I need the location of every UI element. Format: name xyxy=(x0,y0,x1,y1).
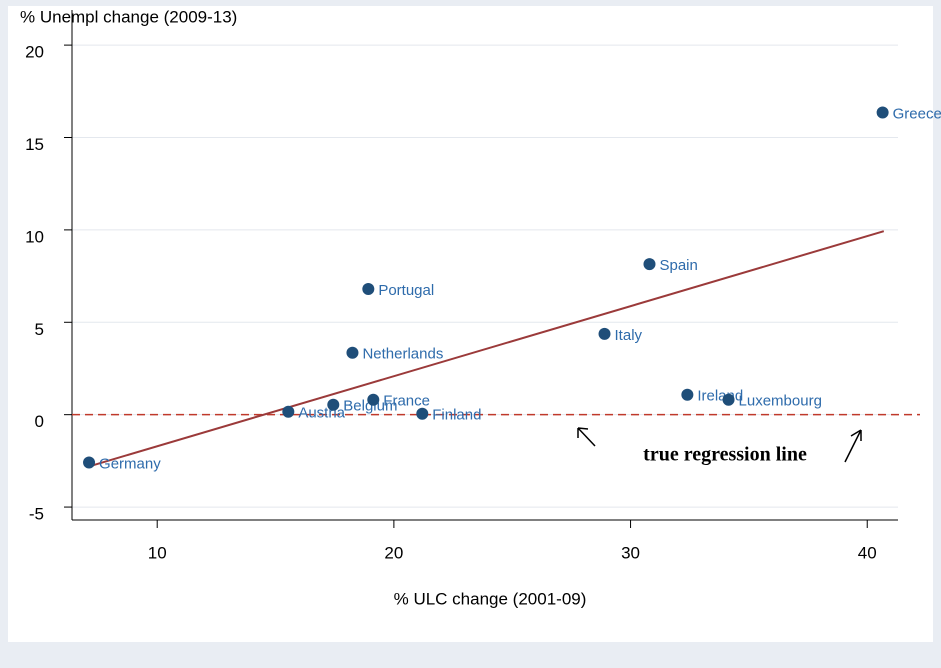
fit-line xyxy=(88,230,885,468)
point xyxy=(282,405,295,418)
y-tick-label: 10 xyxy=(25,227,44,246)
y-tick-label: 20 xyxy=(25,43,44,62)
y-axis-title: % Unempl change (2009-13) xyxy=(20,7,237,26)
point xyxy=(367,393,380,406)
y-tick-label: 0 xyxy=(35,412,44,431)
point xyxy=(83,456,96,469)
point-label: Spain xyxy=(659,257,697,274)
x-tick-label: 20 xyxy=(384,543,403,562)
point-label: Ireland xyxy=(697,388,743,405)
annotation: true regression line xyxy=(643,444,807,466)
point xyxy=(362,283,375,296)
point-label: France xyxy=(383,393,430,410)
point-label: Greece xyxy=(893,106,941,123)
y-tick-label: 5 xyxy=(35,320,44,339)
y-tick-label: -5 xyxy=(29,505,44,524)
point xyxy=(346,346,359,359)
point xyxy=(876,106,889,119)
point xyxy=(681,388,694,401)
point-label: Luxembourg xyxy=(739,393,822,410)
arrow xyxy=(577,427,596,447)
point-label: Finland xyxy=(432,407,481,424)
x-axis-title: % ULC change (2001-09) xyxy=(394,589,587,608)
point-label: Italy xyxy=(615,327,643,344)
point-label: Germany xyxy=(99,456,161,473)
point-label: Netherlands xyxy=(362,346,443,363)
point xyxy=(722,393,735,406)
y-tick-label: 15 xyxy=(25,135,44,154)
point xyxy=(598,327,611,340)
point xyxy=(327,398,340,411)
x-tick-label: 30 xyxy=(621,543,640,562)
point xyxy=(643,258,656,271)
panel xyxy=(8,6,933,642)
x-tick-label: 40 xyxy=(858,543,877,562)
x-tick-label: 10 xyxy=(148,543,167,562)
point-label: Belgium xyxy=(343,398,397,415)
arrow xyxy=(844,429,862,463)
point-label: Portugal xyxy=(378,282,434,299)
point xyxy=(416,407,429,420)
